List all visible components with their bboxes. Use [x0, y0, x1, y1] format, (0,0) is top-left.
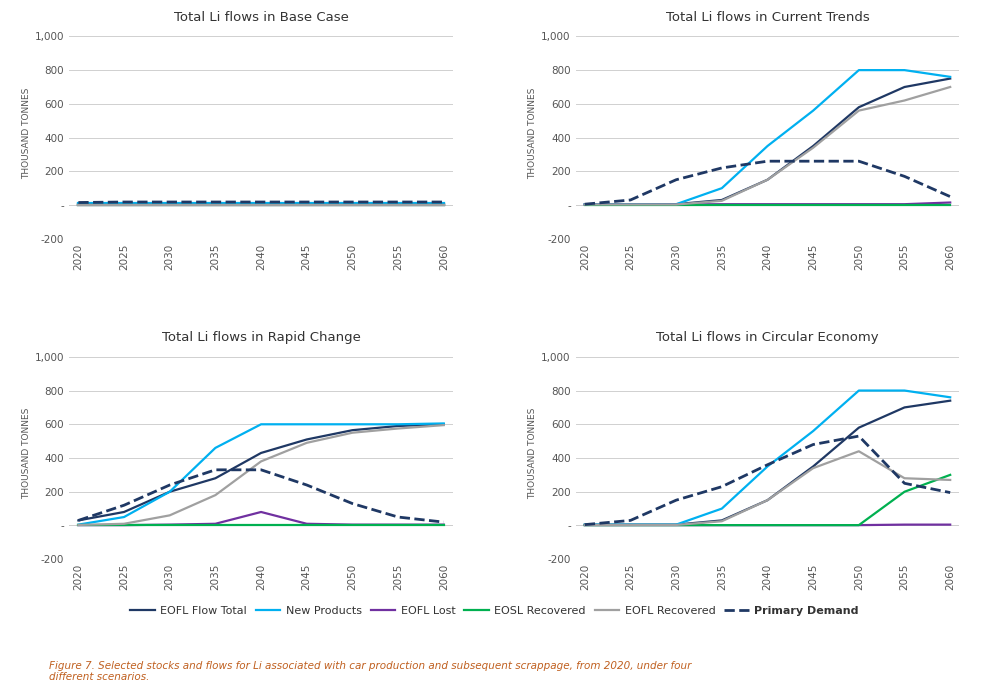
Title: Total Li flows in Rapid Change: Total Li flows in Rapid Change	[161, 331, 361, 345]
Title: Total Li flows in Circular Economy: Total Li flows in Circular Economy	[656, 331, 879, 345]
Y-axis label: THOUSAND TONNES: THOUSAND TONNES	[22, 87, 31, 179]
Title: Total Li flows in Base Case: Total Li flows in Base Case	[174, 11, 348, 24]
Text: Figure 7. Selected stocks and flows for Li associated with car production and su: Figure 7. Selected stocks and flows for …	[49, 661, 692, 682]
Y-axis label: THOUSAND TONNES: THOUSAND TONNES	[528, 408, 537, 500]
Y-axis label: THOUSAND TONNES: THOUSAND TONNES	[528, 87, 537, 179]
Legend: EOFL Flow Total, New Products, EOFL Lost, EOSL Recovered, EOFL Recovered, Primar: EOFL Flow Total, New Products, EOFL Lost…	[126, 601, 863, 620]
Title: Total Li flows in Current Trends: Total Li flows in Current Trends	[666, 11, 869, 24]
Y-axis label: THOUSAND TONNES: THOUSAND TONNES	[22, 408, 31, 500]
